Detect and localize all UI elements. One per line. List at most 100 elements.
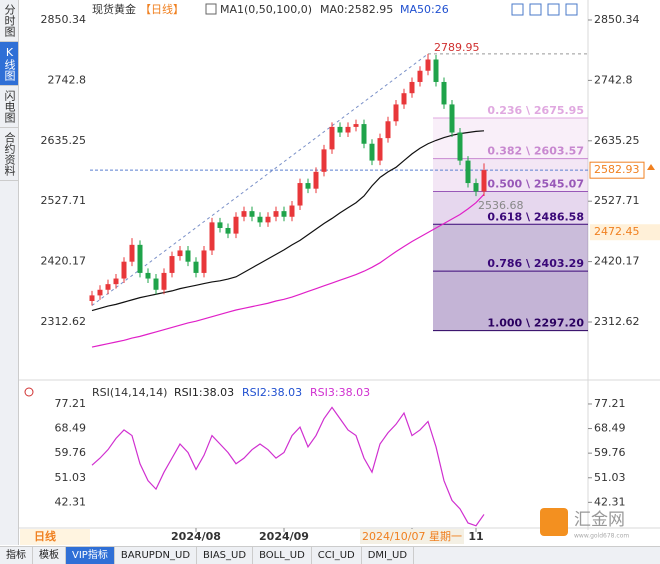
candle-body [201, 250, 207, 273]
chart-title: 现货黄金 [92, 2, 136, 16]
candle-body [145, 272, 151, 279]
candle-body [289, 205, 295, 217]
bottom-tab[interactable]: BIAS_UD [197, 547, 254, 564]
candle-body [193, 261, 199, 273]
ma-line [91, 130, 485, 312]
period-label: 日线 [34, 529, 56, 543]
candle-body [281, 211, 287, 217]
candle-body [89, 295, 95, 302]
candle-body [337, 126, 343, 133]
trend-line [91, 53, 429, 306]
candle-body [105, 284, 111, 290]
icon[interactable] [205, 3, 217, 15]
y-tick-label-left: 2742.8 [48, 73, 87, 86]
legend-ma50: MA50:26 [400, 3, 449, 16]
bottom-tab[interactable]: 模板 [33, 547, 66, 564]
logo [540, 508, 568, 536]
rsi-line [91, 406, 485, 527]
ma-line [91, 193, 485, 348]
candle-body [353, 124, 359, 127]
fib-band [433, 224, 588, 272]
mark-tag [590, 224, 660, 241]
y-tick-label-left: 2635.25 [41, 134, 87, 147]
period-box[interactable] [20, 529, 90, 545]
candle-body [345, 126, 351, 133]
candle-body [161, 272, 167, 290]
candle-body [465, 160, 471, 184]
y-tick-label: 2635.25 [594, 134, 640, 147]
candle-body [153, 278, 159, 290]
side-tab[interactable]: 闪电图 [0, 86, 18, 128]
legend-ma0: MA0:2582.95 [320, 3, 393, 16]
indicator: MA1(0,50,100,0) [220, 3, 312, 16]
toolbar[interactable] [511, 3, 578, 16]
candle-body [313, 171, 319, 189]
low-label: 2536.68 [478, 199, 524, 212]
candle-body [185, 250, 191, 262]
rsi-legend: RSI2:38.03 [242, 386, 302, 399]
candle-body [433, 59, 439, 82]
candle-body [137, 244, 143, 273]
candle-body [377, 138, 383, 161]
candle-body [409, 81, 415, 94]
fib-band [433, 271, 588, 331]
x-highlight [360, 529, 464, 544]
candle-body [297, 183, 303, 206]
bottom-tab[interactable]: CCI_UD [312, 547, 362, 564]
candle-body [441, 81, 447, 105]
x-tick-label: 2024/10/07 星期一 [362, 530, 462, 543]
side-tab[interactable]: K线图 [0, 42, 18, 86]
arrow [647, 164, 655, 170]
candle-body [321, 149, 327, 172]
y-tick-label: 2850.34 [594, 13, 640, 26]
bottom-tab[interactable]: DMI_UD [362, 547, 415, 564]
y-tick-label-left: 2420.17 [41, 255, 87, 268]
candle-body [177, 250, 183, 257]
y-tick-label: 2527.71 [594, 194, 640, 207]
candle-body [393, 104, 399, 122]
candle-body [329, 126, 335, 150]
y-tick-label-left: 77.21 [55, 397, 87, 410]
bottom-tab[interactable]: 指标 [0, 547, 33, 564]
bottom-tab[interactable]: BARUPDN_UD [115, 547, 198, 564]
fib-label: 0.618 \ 2486.58 [487, 210, 584, 223]
candle-body [425, 59, 431, 71]
fib-label: 1.000 \ 2297.20 [487, 317, 584, 330]
candle-body [209, 222, 215, 251]
fib-label: 0.382 \ 2603.57 [487, 145, 584, 158]
candle-body [417, 70, 423, 82]
candle-body [257, 216, 263, 223]
y-tick-label-left: 2312.62 [41, 315, 87, 328]
price-tag [589, 161, 645, 179]
x-tick-label: 11 [468, 530, 483, 543]
y-tick-label: 51.03 [594, 471, 626, 484]
candle-body [385, 121, 391, 139]
price-tag-label: 2582.93 [594, 163, 640, 176]
watermark: 汇金网 [574, 510, 625, 530]
candle-body [401, 93, 407, 105]
side-tab[interactable]: 分时图 [0, 0, 18, 42]
y-tick-label: 2742.8 [594, 73, 633, 86]
y-tick-label-left: 2850.34 [41, 13, 87, 26]
bottom-tab[interactable]: BOLL_UD [253, 547, 312, 564]
y-tick-label: 2312.62 [594, 315, 640, 328]
candle-body [481, 170, 487, 192]
fib-label: 0.786 \ 2403.29 [487, 257, 584, 270]
candle-body [217, 222, 223, 228]
candle-body [457, 132, 463, 161]
bottom-tab[interactable]: VIP指标 [66, 547, 115, 564]
rsi-legend: RSI3:38.03 [310, 386, 370, 399]
candle-body [361, 124, 367, 144]
rsi-icon[interactable] [24, 387, 34, 397]
fib-band [433, 158, 588, 192]
side-tab[interactable]: 合约资料 [0, 128, 18, 181]
candle-body [473, 183, 479, 192]
watermark-url: www.gold678.com [574, 533, 629, 540]
candle-body [265, 216, 271, 223]
x-tick-label: 2024/08 [171, 530, 221, 543]
fib-label: 0.500 \ 2545.07 [487, 177, 584, 190]
fib-label: 0.236 \ 2675.95 [487, 104, 584, 117]
y-tick-label: 68.49 [594, 422, 626, 435]
